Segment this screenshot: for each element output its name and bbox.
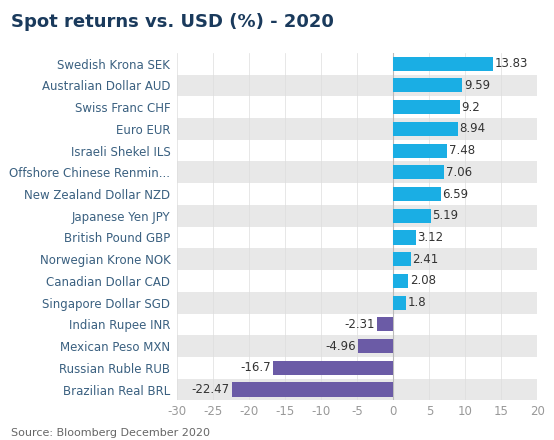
Bar (393, 209, 430, 223)
Text: 2.08: 2.08 (410, 275, 436, 287)
Text: 3.12: 3.12 (418, 231, 444, 244)
Bar (393, 274, 408, 288)
Bar (393, 143, 447, 158)
Text: 7.48: 7.48 (449, 144, 475, 157)
Bar (393, 252, 411, 266)
Text: 9.59: 9.59 (464, 79, 490, 92)
Bar (177, 205, 537, 227)
Text: -4.96: -4.96 (325, 340, 356, 352)
Text: -16.7: -16.7 (240, 361, 271, 374)
Bar (377, 317, 393, 331)
Bar (177, 292, 537, 313)
Bar (177, 248, 537, 270)
Bar (177, 96, 537, 118)
Bar (393, 296, 406, 310)
Bar (177, 227, 537, 248)
Bar (358, 339, 393, 353)
Text: 13.83: 13.83 (495, 57, 528, 70)
Bar (393, 165, 444, 180)
Bar (177, 335, 537, 357)
Bar (177, 183, 537, 205)
Bar (177, 118, 537, 140)
Bar (393, 100, 460, 114)
Bar (393, 122, 458, 136)
Bar (393, 187, 441, 201)
Bar (393, 78, 463, 92)
Text: 8.94: 8.94 (459, 122, 486, 136)
Bar (177, 357, 537, 379)
Text: Spot returns vs. USD (%) - 2020: Spot returns vs. USD (%) - 2020 (11, 13, 334, 31)
Text: 1.8: 1.8 (408, 296, 427, 309)
Text: 5.19: 5.19 (433, 209, 459, 222)
Text: 7.06: 7.06 (446, 166, 472, 179)
Bar (177, 270, 537, 292)
Bar (177, 313, 537, 335)
Text: 9.2: 9.2 (461, 101, 480, 114)
Bar (177, 161, 537, 183)
Text: Source: Bloomberg December 2020: Source: Bloomberg December 2020 (11, 428, 210, 438)
Bar (177, 379, 537, 400)
Bar (273, 361, 393, 375)
Text: -22.47: -22.47 (192, 383, 230, 396)
Text: -2.31: -2.31 (345, 318, 375, 331)
Bar (177, 140, 537, 161)
Text: 2.41: 2.41 (413, 253, 439, 266)
Text: 6.59: 6.59 (443, 187, 469, 201)
Bar (177, 74, 537, 96)
Bar (393, 231, 416, 245)
Bar (393, 57, 493, 71)
Bar (232, 382, 393, 396)
Bar (177, 53, 537, 74)
